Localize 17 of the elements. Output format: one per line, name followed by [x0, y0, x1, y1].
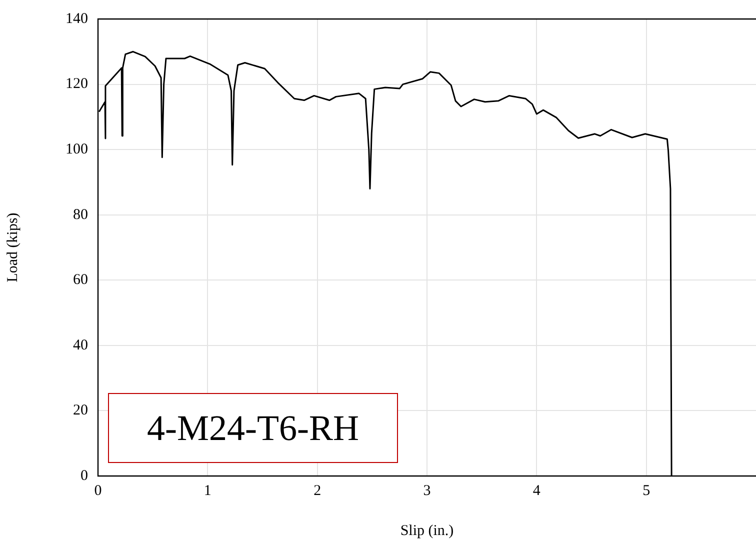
- y-tick-label: 100: [66, 142, 88, 158]
- x-tick-label: 3: [423, 482, 431, 499]
- annotation: 4-M24-T6-RH: [108, 393, 398, 463]
- x-tick-label: 1: [204, 482, 212, 499]
- y-axis-title: Load (kips): [4, 212, 21, 282]
- y-tick-label: 40: [73, 337, 88, 354]
- x-tick-label: 4: [532, 482, 541, 499]
- x-tick-label: 5: [642, 482, 650, 499]
- y-tick-label: 80: [73, 206, 88, 223]
- y-tick-label: 140: [66, 10, 88, 27]
- y-tick-label: 0: [80, 468, 88, 484]
- y-tick-label: 60: [73, 272, 88, 288]
- y-tick-label: 20: [73, 402, 88, 419]
- x-axis-title: Slip (in.): [400, 522, 454, 539]
- x-tick-label: 0: [94, 482, 102, 499]
- y-tick-label: 120: [66, 76, 88, 92]
- x-tick-label: 2: [314, 482, 322, 499]
